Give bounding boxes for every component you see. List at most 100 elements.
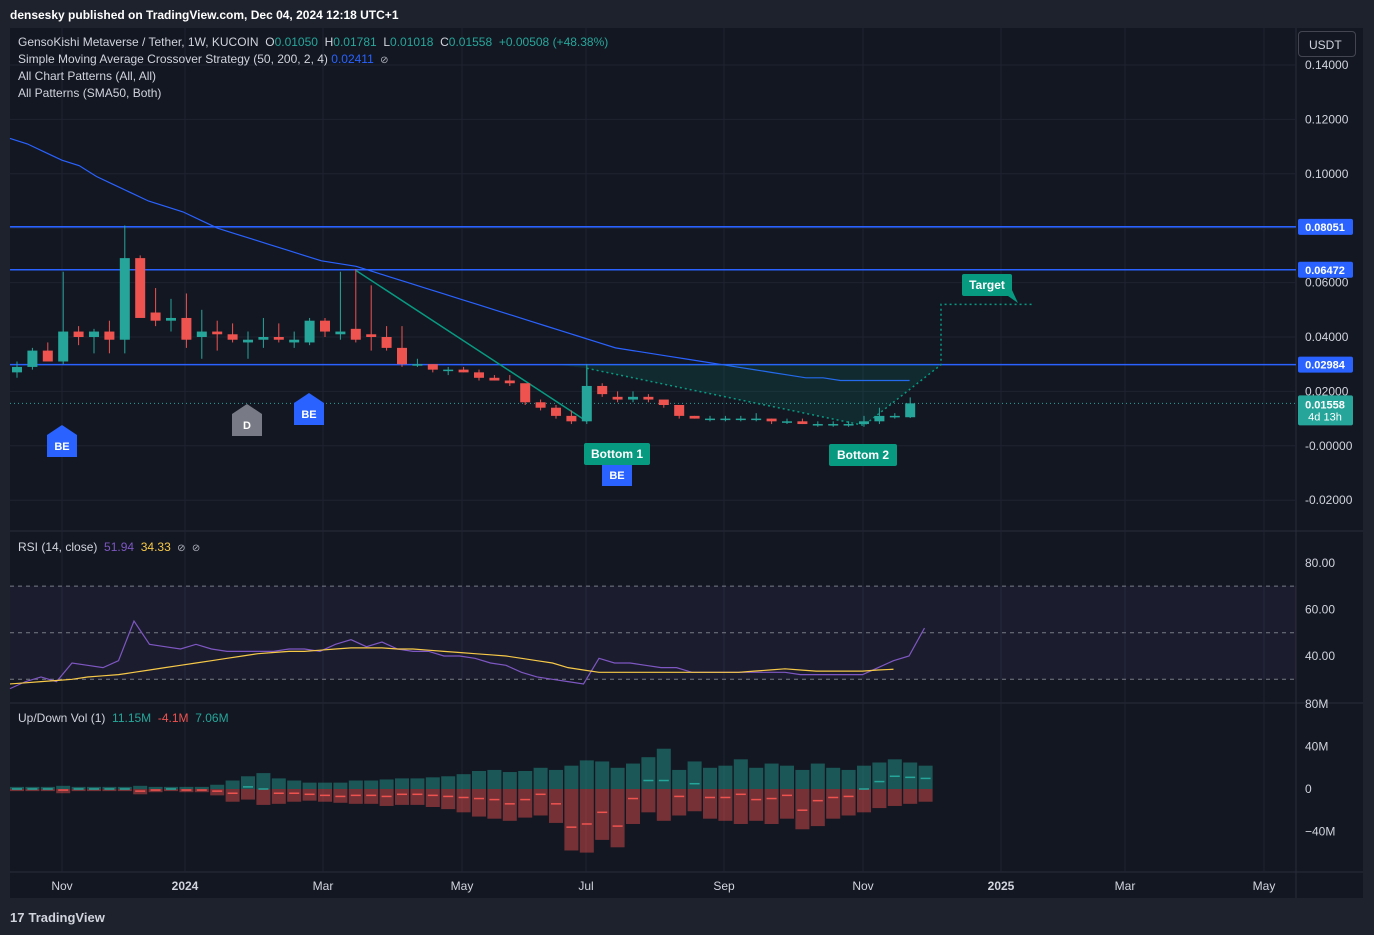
currency-button[interactable]: USDT [1298, 31, 1356, 57]
candle-body [905, 403, 916, 418]
sma50-line [9, 137, 910, 382]
candle-body [320, 320, 330, 332]
volume-down-bar [672, 789, 687, 816]
price-axis-label: -0.02000 [1305, 493, 1353, 507]
high-label: H [324, 35, 334, 49]
volume-down-bar [225, 789, 240, 802]
volume-up-bar [764, 763, 779, 789]
signal-marker-label: BE [301, 409, 316, 421]
patterns-name-1: All Chart Patterns (All, All) [18, 69, 157, 83]
candle-body [381, 337, 392, 348]
volume-up-bar [472, 770, 486, 789]
price-axis-label: 0.04000 [1305, 330, 1349, 344]
strategy-legend[interactable]: Simple Moving Average Crossover Strategy… [18, 52, 389, 66]
volume-legend[interactable]: Up/Down Vol (1) 11.15M -4.1M 7.06M [18, 711, 229, 725]
hidden-eye-icon[interactable]: ⊘ [191, 543, 201, 554]
rsi-axis-label: 60.00 [1305, 602, 1335, 616]
volume-down-bar [872, 789, 887, 809]
high-value: 0.01781 [333, 35, 377, 49]
volume-down-bar [410, 789, 425, 805]
hidden-eye-icon[interactable]: ⊘ [380, 55, 389, 66]
volume-up-bar [271, 778, 286, 789]
price-axis-label: 0.12000 [1305, 112, 1349, 126]
signal-marker-label: BE [54, 441, 69, 453]
volume-up-bar [318, 782, 332, 789]
candle-body [674, 405, 685, 416]
volume-down-bar [364, 789, 379, 804]
volume-up-bar [887, 759, 902, 789]
volume-up-bar [87, 786, 101, 789]
candle-body [766, 418, 777, 422]
patterns-legend-1[interactable]: All Chart Patterns (All, All) [18, 69, 156, 83]
volume-up-bar [564, 765, 579, 789]
candle-body [535, 402, 546, 408]
volume-down-bar [918, 789, 933, 802]
volume-down-bar [87, 789, 101, 792]
volume-down-bar [610, 789, 625, 848]
volume-down-bar [579, 789, 594, 853]
chart-frame[interactable] [10, 28, 1363, 898]
tradingview-logo-icon: 17 [10, 910, 25, 925]
volume-down-bar [795, 789, 810, 830]
volume-down-bar [733, 789, 748, 824]
candle-body [427, 364, 438, 370]
candle-body [520, 383, 531, 403]
top-bar: densesky published on TradingView.com, D… [0, 0, 1374, 28]
volume-up-bar [210, 784, 225, 789]
volume-up-bar [872, 762, 887, 789]
countdown-label: 4d 13h [1308, 411, 1342, 423]
volume-down-bar [626, 789, 640, 824]
volume-down-bar [502, 789, 517, 821]
low-value: 0.01018 [390, 35, 434, 49]
rsi-ma-value: 34.33 [140, 540, 171, 554]
volume-down-bar [379, 789, 394, 806]
volume-up-bar [364, 780, 379, 789]
volume-up-bar [502, 772, 517, 789]
volume-down-bar [102, 789, 117, 792]
price-tag [1298, 356, 1353, 373]
volume-down-bar [780, 789, 794, 819]
price-axis-label: -0.00000 [1305, 439, 1353, 453]
candle-body [705, 418, 715, 421]
volume-down-bar [533, 789, 548, 816]
hidden-eye-icon[interactable]: ⊘ [177, 543, 186, 554]
main-legend: GensoKishi Metaverse / Tether, 1W, KUCOI… [18, 35, 608, 49]
volume-down-bar [71, 789, 86, 792]
volume-down-bar [887, 789, 902, 806]
patterns-legend-2[interactable]: All Patterns (SMA50, Both) [18, 86, 161, 100]
downtrend-line [355, 269, 588, 422]
candle-body [843, 424, 854, 426]
volume-down-bar [210, 789, 225, 796]
tradingview-logo[interactable]: 17 TradingView [10, 910, 105, 925]
volume-up-bar [533, 767, 548, 789]
candle-body [119, 258, 130, 340]
tradingview-brand: TradingView [28, 910, 105, 925]
volume-down-bar [441, 789, 456, 810]
volume-down-bar [472, 789, 486, 817]
candle-body [889, 415, 900, 418]
rsi-legend[interactable]: RSI (14, close) 51.94 34.33 ⊘ ⊘ [18, 540, 200, 554]
volume-down-bar [487, 789, 502, 819]
volume-up-bar [410, 778, 425, 789]
time-axis-label: Mar [1115, 879, 1136, 893]
volume-down-bar [564, 789, 579, 851]
volume-up-bar [164, 786, 178, 789]
volume-down-bar [241, 789, 255, 800]
volume-up-bar [841, 769, 856, 789]
candle-body [73, 331, 84, 337]
price-axis-label: 0.06000 [1305, 276, 1349, 290]
candle-body [612, 396, 623, 400]
close-label: C [440, 35, 449, 49]
target-label: Target [969, 278, 1005, 292]
time-axis-label: Jul [578, 879, 593, 893]
candle-body [628, 396, 638, 400]
volume-up-bar [10, 786, 24, 789]
volume-down-bar [348, 789, 363, 804]
price-tag-label: 0.06472 [1305, 265, 1345, 277]
volume-down-bar [456, 789, 471, 813]
symbol-title[interactable]: GensoKishi Metaverse / Tether, 1W, KUCOI… [18, 35, 259, 49]
volume-axis-label: −40M [1305, 824, 1335, 838]
volume-up-bar [579, 760, 594, 789]
volume-down-bar [703, 789, 717, 819]
